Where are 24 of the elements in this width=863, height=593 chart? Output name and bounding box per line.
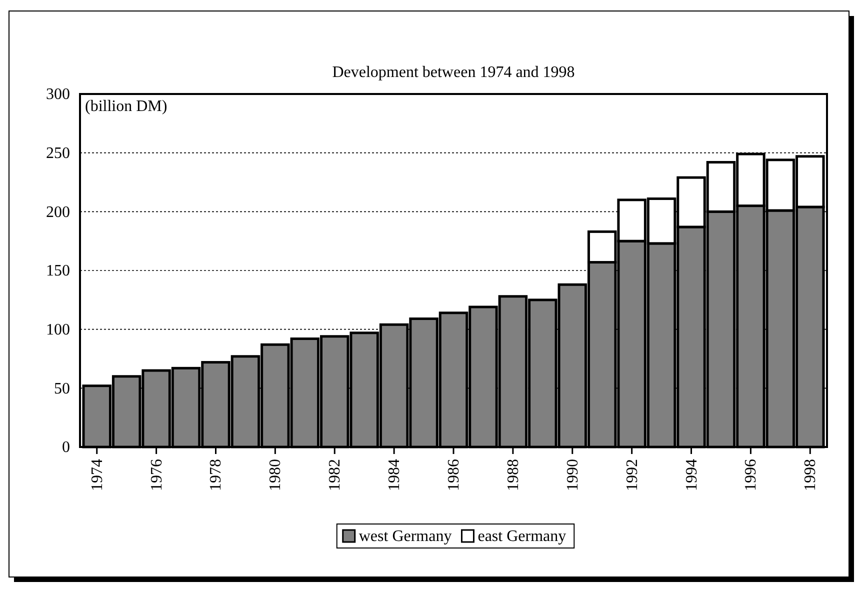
chart-title: Development between 1974 and 1998	[332, 64, 575, 81]
y-axis-title: (billion DM)	[85, 98, 168, 115]
x-tick-label: 1980	[267, 459, 284, 491]
y-tick-label: 50	[54, 380, 70, 398]
y-tick-label: 250	[46, 144, 70, 162]
y-tick-label: 200	[46, 204, 70, 221]
x-tick-label: 1988	[504, 459, 522, 491]
x-tick-label: 1986	[446, 459, 462, 491]
x-tick-label: 1982	[326, 459, 344, 491]
y-tick-label: 150	[46, 262, 70, 280]
x-tick-label: 1994	[683, 459, 700, 491]
x-tick-label: 1996	[742, 459, 760, 491]
x-tick-label: 1998	[802, 459, 820, 491]
legend-label: west Germany	[358, 528, 452, 545]
x-tick-label: 1990	[564, 459, 582, 491]
x-tick-label: 1976	[148, 459, 166, 491]
legend-label: east Germany	[478, 528, 566, 545]
x-tick-label: 1984	[386, 459, 404, 491]
x-tick-label: 1992	[624, 459, 641, 491]
y-tick-label: 100	[46, 321, 70, 338]
x-tick-label: 1978	[208, 459, 225, 491]
y-tick-label: 0	[62, 439, 70, 456]
x-tick-label: 1974	[88, 459, 106, 491]
y-tick-label: 300	[46, 86, 70, 104]
